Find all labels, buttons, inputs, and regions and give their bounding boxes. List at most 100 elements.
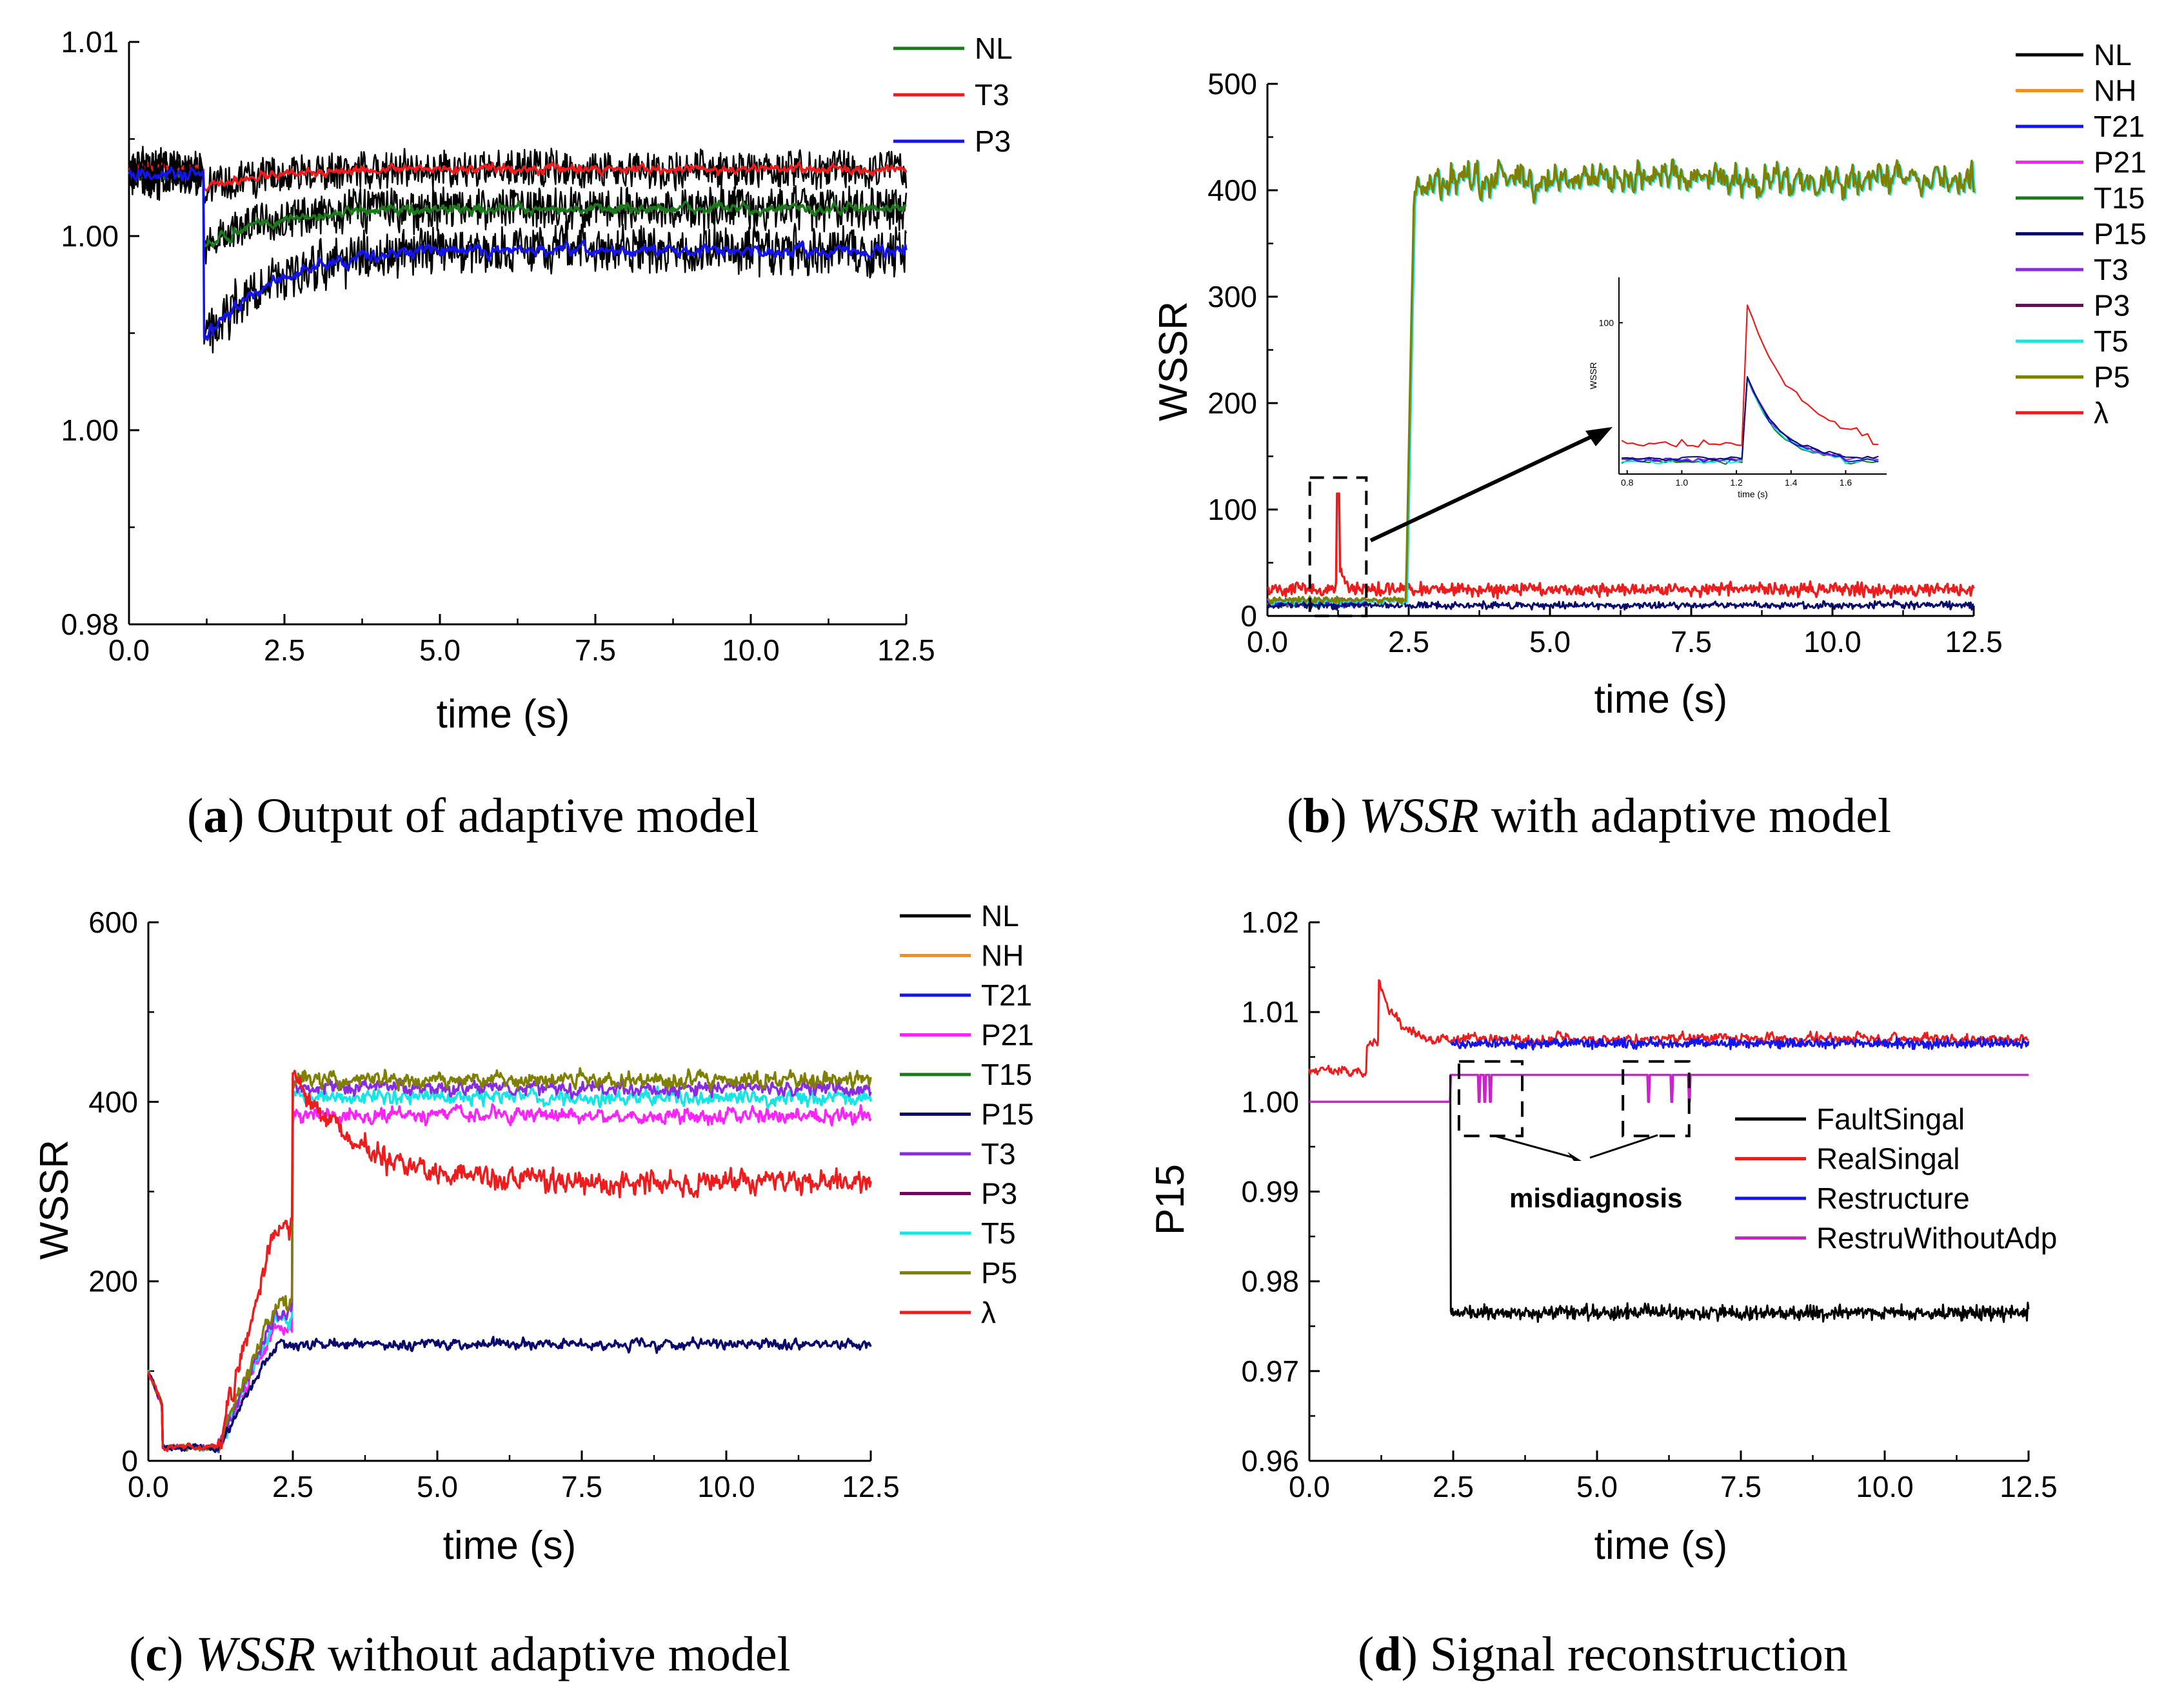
panel-b-caption-italic: WSSR <box>1359 789 1479 843</box>
panel-b-ylabel: WSSR <box>1151 301 1196 421</box>
x-tick-label: 2.5 <box>1388 625 1429 659</box>
series-P5 <box>147 1067 872 1452</box>
legend-label: NL <box>975 32 1013 65</box>
misdiagnosis-arrow-2 <box>1589 1134 1658 1159</box>
legend-label: P15 <box>2094 217 2147 251</box>
panel-c: 0.0 2.5 5.0 7.5 10.0 12.5 0 200 400 600 NL NH T21 P21… <box>32 899 1034 1681</box>
y-tick-label: 1.01 <box>61 25 119 59</box>
x-tick-label: 5.0 <box>417 1470 458 1503</box>
series-T5 <box>147 1085 872 1453</box>
zoom-arrow <box>1369 431 1600 542</box>
series-T3 <box>128 161 908 192</box>
series-P5 <box>1267 158 1975 605</box>
y-tick-label: 1.02 <box>1241 906 1299 939</box>
x-tick-label: 5.0 <box>1529 625 1571 659</box>
legend-label: T15 <box>2094 181 2145 215</box>
y-tick-label: 400 <box>88 1085 138 1118</box>
inset-x-tick-label: 1.2 <box>1730 477 1743 488</box>
y-tick-label: 200 <box>1207 386 1257 420</box>
series-NL <box>128 165 907 248</box>
inset-ylabel: WSSR <box>1588 362 1598 390</box>
legend-label: T3 <box>2094 253 2129 286</box>
inset-series <box>1622 378 1879 465</box>
panel-d-ylabel: P15 <box>1148 1164 1193 1235</box>
legend-label: NL <box>981 899 1019 933</box>
inset-series-lambda <box>1621 304 1879 448</box>
x-tick-label: 10.0 <box>722 633 780 667</box>
legend-label: NL <box>2094 38 2132 72</box>
panel-d: 0.0 2.5 5.0 7.5 10.0 12.5 0.96 0.97 0.98 0.99 1.00… <box>1148 906 2058 1681</box>
x-tick-label: 7.5 <box>575 633 616 667</box>
inset-x-tick-label: 1.0 <box>1676 477 1689 488</box>
x-tick-label: 7.5 <box>561 1470 602 1503</box>
panel-c-caption-italic: WSSR <box>195 1627 315 1681</box>
x-tick-label: 0.0 <box>1247 625 1288 659</box>
legend-label: T5 <box>2094 324 2129 358</box>
series-P21 <box>147 1103 872 1451</box>
misdiagnosis-label: misdiagnosis <box>1509 1183 1682 1213</box>
series-P3-envelope <box>128 148 908 354</box>
legend-label: FaultSingal <box>1816 1102 1965 1136</box>
x-tick-label: 12.5 <box>877 633 935 667</box>
misdiagnosis-box-1 <box>1457 1060 1524 1138</box>
panel-c-caption-text: without adaptive model <box>315 1627 791 1681</box>
inset-series <box>1622 377 1879 463</box>
inset-series <box>1622 377 1879 462</box>
panel-b-plot: 0.0 2.5 5.0 7.5 10.0 12.5 0 100 200 300 400 500 0.8 1… <box>1207 38 2147 659</box>
y-tick-label: 0.97 <box>1241 1354 1299 1388</box>
series-RestruWithoutAdp <box>1309 1073 2029 1104</box>
y-tick-label: 100 <box>1207 493 1257 526</box>
legend-label: T3 <box>975 78 1009 112</box>
legend-label: NH <box>2094 74 2136 108</box>
y-tick-label: 600 <box>88 906 138 939</box>
inset-y-tick-label: 100 <box>1599 317 1614 328</box>
y-tick-label: 0.98 <box>1241 1265 1299 1298</box>
inset-x-tick-label: 1.4 <box>1785 477 1798 488</box>
legend-label: T21 <box>981 978 1032 1012</box>
y-tick-label: 0.98 <box>61 608 119 641</box>
panel-a-caption-letter: a <box>203 789 228 843</box>
series-lambda <box>1266 492 1975 600</box>
series-Restructure <box>1450 1036 2030 1051</box>
legend-label: P5 <box>2094 361 2130 394</box>
series-T3 <box>147 1078 872 1454</box>
panel-b-caption-letter: b <box>1303 789 1330 843</box>
legend-label: RealSingal <box>1816 1142 1960 1176</box>
y-tick-label: 0 <box>121 1444 138 1478</box>
x-tick-label: 0.0 <box>108 633 150 667</box>
legend-label: T15 <box>981 1058 1032 1091</box>
legend-label: T3 <box>981 1137 1016 1171</box>
y-tick-label: 500 <box>1207 67 1257 101</box>
legend-label: P3 <box>2094 289 2130 322</box>
panel-d-xlabel: time (s) <box>1594 1523 1728 1568</box>
inset-xlabel: time (s) <box>1738 489 1768 499</box>
panel-a: 0.0 2.5 5.0 7.5 10.0 12.5 0.98 1.00 1.00 1.01 NL T3… <box>61 25 1012 843</box>
legend-label: P21 <box>981 1018 1034 1052</box>
x-tick-label: 5.0 <box>419 633 461 667</box>
arrow-head <box>1567 1152 1582 1161</box>
panel-b-xlabel: time (s) <box>1594 677 1728 722</box>
legend-label: P5 <box>981 1256 1017 1290</box>
legend-label: P3 <box>981 1177 1017 1211</box>
x-tick-label: 5.0 <box>1576 1470 1618 1503</box>
x-tick-label: 0.0 <box>128 1470 169 1503</box>
panel-c-caption: (c) WSSR without adaptive model <box>129 1627 791 1681</box>
y-tick-label: 200 <box>88 1265 138 1298</box>
y-tick-label: 400 <box>1207 173 1257 207</box>
series-FaultSingal <box>1449 1075 2030 1323</box>
panel-d-caption-text: ) Signal reconstruction <box>1402 1627 1848 1681</box>
x-tick-label: 7.5 <box>1671 625 1712 659</box>
legend-label: NH <box>981 939 1024 973</box>
panel-d-plot: 0.0 2.5 5.0 7.5 10.0 12.5 0.96 0.97 0.98 0.99 1.00… <box>1241 906 2057 1503</box>
x-tick-label: 2.5 <box>1433 1470 1474 1503</box>
x-tick-label: 7.5 <box>1720 1470 1762 1503</box>
legend-label: P21 <box>2094 146 2147 179</box>
panel-a-caption: (a) Output of adaptive model <box>187 789 759 843</box>
panel-c-plot: 0.0 2.5 5.0 7.5 10.0 12.5 0 200 400 600 NL NH T21 P21… <box>88 899 1034 1503</box>
legend-label: RestruWithoutAdp <box>1816 1222 2057 1255</box>
series-P3 <box>128 166 908 341</box>
series-RealSingal <box>1308 979 2029 1078</box>
panel-a-plot: 0.0 2.5 5.0 7.5 10.0 12.5 0.98 1.00 1.00 1.01 NL T3… <box>61 25 1012 667</box>
y-tick-label: 300 <box>1207 280 1257 313</box>
y-tick-label: 1.01 <box>1241 995 1299 1029</box>
